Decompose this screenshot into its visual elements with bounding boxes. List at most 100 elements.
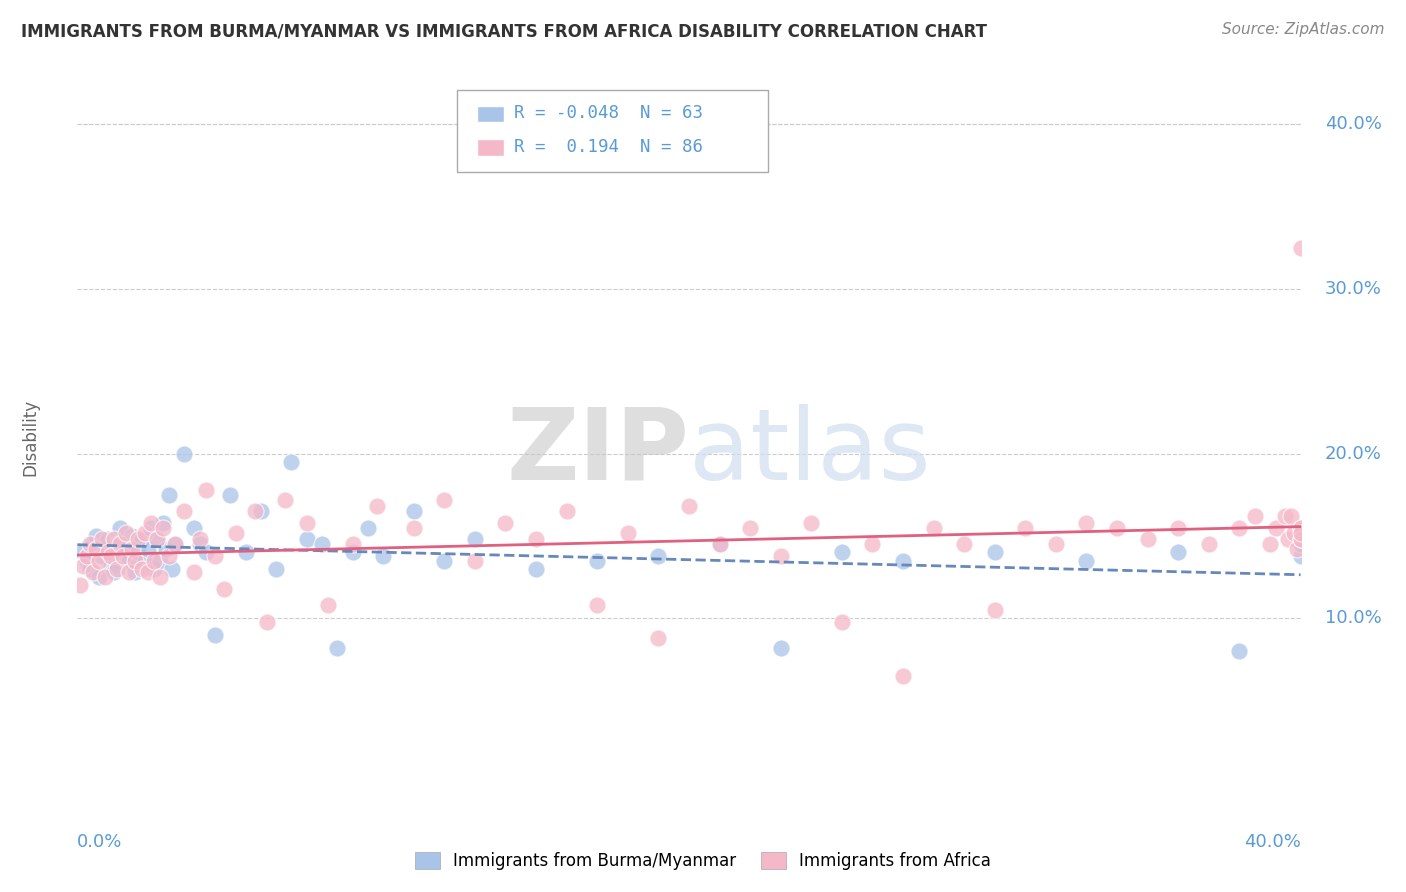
Point [922, 521, 945, 535]
FancyBboxPatch shape [477, 139, 505, 156]
Point [97, 533, 120, 547]
Point [243, 504, 266, 518]
Point [1289, 537, 1312, 551]
Point [740, 521, 762, 535]
Point [149, 554, 172, 568]
Point [72, 545, 94, 559]
Point [464, 554, 486, 568]
Point [108, 521, 131, 535]
Point [495, 516, 517, 530]
Point [165, 537, 187, 551]
FancyBboxPatch shape [477, 106, 505, 122]
Point [108, 537, 131, 551]
Point [1289, 525, 1312, 540]
Point [555, 504, 578, 518]
Point [1229, 521, 1251, 535]
Point [357, 521, 380, 535]
Point [142, 554, 165, 568]
Point [139, 521, 162, 535]
Point [79, 537, 101, 551]
Point [194, 483, 217, 497]
Point [342, 545, 364, 559]
Point [326, 641, 349, 656]
Point [342, 537, 364, 551]
Point [464, 533, 486, 547]
Point [157, 488, 180, 502]
Point [953, 537, 976, 551]
Point [105, 537, 128, 551]
Point [1277, 533, 1299, 547]
Point [121, 529, 143, 543]
Point [984, 545, 1007, 559]
Point [188, 537, 211, 551]
Point [1279, 509, 1302, 524]
Point [891, 669, 914, 683]
Point [84, 542, 107, 557]
Point [311, 537, 333, 551]
Point [1014, 521, 1036, 535]
Point [131, 533, 153, 547]
Point [149, 570, 172, 584]
Point [1045, 537, 1067, 551]
Text: 0.0%: 0.0% [77, 832, 122, 851]
Point [183, 566, 205, 580]
Point [134, 525, 156, 540]
Point [90, 533, 112, 547]
Point [219, 488, 242, 502]
Point [76, 554, 98, 568]
Text: 10.0%: 10.0% [1324, 609, 1382, 627]
Point [146, 533, 169, 547]
Point [194, 545, 217, 559]
Point [769, 641, 792, 656]
Point [79, 562, 101, 576]
Point [1289, 533, 1312, 547]
Point [115, 525, 138, 540]
Text: Disability: Disability [22, 399, 39, 475]
Point [103, 566, 125, 580]
Point [152, 521, 174, 535]
Point [160, 562, 183, 576]
Point [831, 545, 853, 559]
Point [264, 562, 287, 576]
Point [862, 537, 884, 551]
Point [647, 631, 669, 645]
Text: Source: ZipAtlas.com: Source: ZipAtlas.com [1222, 22, 1385, 37]
Point [118, 554, 141, 568]
Point [524, 562, 547, 576]
Point [1274, 509, 1296, 524]
Point [1167, 545, 1189, 559]
Point [709, 537, 731, 551]
Point [157, 549, 180, 563]
Text: IMMIGRANTS FROM BURMA/MYANMAR VS IMMIGRANTS FROM AFRICA DISABILITY CORRELATION C: IMMIGRANTS FROM BURMA/MYANMAR VS IMMIGRA… [21, 22, 987, 40]
Point [1289, 549, 1312, 563]
Text: 30.0%: 30.0% [1324, 280, 1382, 298]
Point [105, 562, 128, 576]
Point [647, 549, 669, 563]
Point [69, 578, 91, 592]
Point [1243, 509, 1265, 524]
Point [891, 554, 914, 568]
Point [112, 549, 135, 563]
Point [136, 542, 159, 557]
Text: R =  0.194  N = 86: R = 0.194 N = 86 [515, 137, 703, 156]
Point [678, 500, 700, 514]
Point [84, 529, 107, 543]
Point [586, 598, 609, 612]
Point [1167, 521, 1189, 535]
Point [1076, 554, 1098, 568]
Point [256, 615, 278, 629]
Point [94, 542, 117, 557]
Point [831, 615, 853, 629]
Text: 40.0%: 40.0% [1324, 115, 1382, 133]
Point [709, 537, 731, 551]
Point [1265, 521, 1288, 535]
Point [280, 455, 302, 469]
Point [173, 446, 195, 460]
Point [402, 504, 425, 518]
Point [127, 545, 149, 559]
Point [152, 516, 174, 530]
Point [183, 521, 205, 535]
Point [1107, 521, 1129, 535]
Point [225, 525, 247, 540]
Point [1286, 542, 1309, 557]
